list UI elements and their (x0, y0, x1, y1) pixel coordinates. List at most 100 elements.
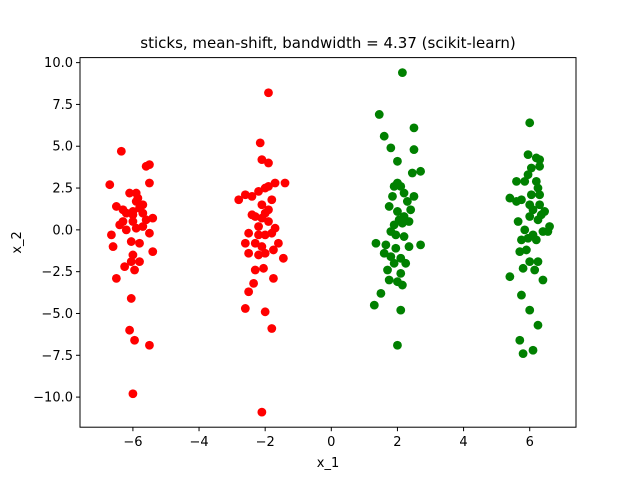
scatter-point (254, 186, 263, 196)
scatter-point (402, 197, 412, 206)
x-tick-label: 6 (526, 435, 534, 450)
scatter-point (525, 305, 535, 315)
scatter-point (260, 307, 270, 317)
scatter-point (138, 208, 148, 218)
scatter-point (384, 275, 394, 285)
scatter-point (398, 280, 407, 290)
scatter-point (398, 68, 407, 78)
scatter-point (255, 138, 265, 148)
scatter-point (391, 243, 401, 253)
scatter-point (407, 168, 417, 178)
scatter-point (393, 340, 402, 350)
y-axis-ticks: −10.0 −7.5 −5.0 −2.5 0.0 2.5 5.0 7.5 10.0 (33, 56, 80, 406)
x-tick-label: 2 (393, 435, 401, 450)
scatter-point (260, 248, 270, 258)
scatter-point (523, 150, 533, 160)
scatter-point (244, 287, 254, 297)
scatter-point (369, 300, 379, 310)
scatter-point (148, 213, 158, 223)
scatter-point (528, 205, 538, 215)
scatter-point (505, 193, 515, 203)
scatter-point (535, 161, 545, 171)
scatter-point (254, 222, 263, 231)
scatter-point (250, 238, 260, 248)
scatter-point (269, 245, 278, 255)
scatter-point (540, 207, 549, 216)
scatter-point (517, 235, 526, 245)
scatter-point (128, 250, 138, 260)
chart-title: sticks, mean-shift, bandwidth = 4.37 (sc… (140, 34, 515, 52)
scatter-point (249, 278, 258, 288)
scatter-point (393, 156, 402, 166)
scatter-point (264, 205, 273, 215)
scatter-point (381, 240, 391, 250)
scatter-point (115, 220, 125, 230)
scatter-point (528, 345, 538, 355)
scatter-point (409, 145, 419, 154)
scatter-point (240, 190, 250, 200)
scatter-point (391, 230, 401, 240)
y-tick-label: 0.0 (52, 223, 73, 238)
scatter-point (131, 223, 141, 233)
y-tick-label: 2.5 (52, 182, 73, 197)
plot-frame (79, 57, 577, 428)
x-tick-label: −4 (189, 435, 208, 450)
scatter-point (371, 238, 381, 248)
x-tick-label: −6 (123, 435, 142, 450)
scatter-point (121, 225, 131, 235)
scatter-point (386, 252, 396, 262)
scatter-point (525, 118, 535, 128)
scatter-point (269, 273, 278, 283)
x-tick-label: −2 (256, 435, 275, 450)
scatter-point (383, 265, 392, 275)
scatter-point (250, 265, 260, 275)
scatter-point (517, 195, 526, 205)
x-tick-label: 4 (459, 435, 467, 450)
scatter-point (111, 202, 121, 211)
y-tick-label: −2.5 (41, 265, 73, 280)
scatter-point (141, 215, 151, 225)
scatter-point (148, 247, 158, 256)
scatter-point (260, 230, 270, 240)
scatter-point (388, 192, 397, 201)
scatter-point (523, 233, 533, 243)
scatter-point (523, 170, 533, 180)
scatter-point (138, 222, 148, 231)
scatter-point (234, 195, 244, 205)
scatter-point (374, 110, 384, 119)
scatter-point (416, 240, 425, 250)
scatter-point (120, 262, 130, 272)
scatter-point (525, 257, 535, 267)
scatter-point (270, 178, 280, 188)
scatter-point (389, 220, 399, 230)
scatter-point (531, 176, 541, 186)
scatter-point (240, 238, 250, 248)
scatter-point (240, 304, 250, 313)
scatter-point (264, 217, 273, 226)
scatter-point (533, 183, 543, 193)
scatter-point (416, 166, 425, 176)
scatter-point (121, 208, 131, 218)
scatter-point (274, 238, 283, 248)
scatter-point (513, 217, 523, 226)
scatter-point (533, 320, 543, 330)
scatter-point (520, 176, 530, 186)
scatter-point (130, 335, 139, 345)
scatter-point (406, 205, 416, 215)
scatter-point (138, 200, 148, 210)
scatter-point (538, 275, 548, 285)
scatter-point (379, 248, 389, 258)
scatter-point (145, 340, 154, 350)
scatter-point (399, 232, 409, 241)
scatter-point (126, 294, 136, 303)
scatter-point (535, 200, 545, 210)
scatter-point (409, 123, 419, 133)
scatter-point (116, 146, 126, 156)
scatter-point (257, 155, 267, 165)
scatter-point (543, 227, 553, 236)
scatter-point (520, 225, 530, 235)
scatter-point (505, 272, 515, 282)
scatter-point (533, 257, 543, 267)
scatter-point (133, 193, 143, 203)
scatter-point (128, 389, 138, 399)
